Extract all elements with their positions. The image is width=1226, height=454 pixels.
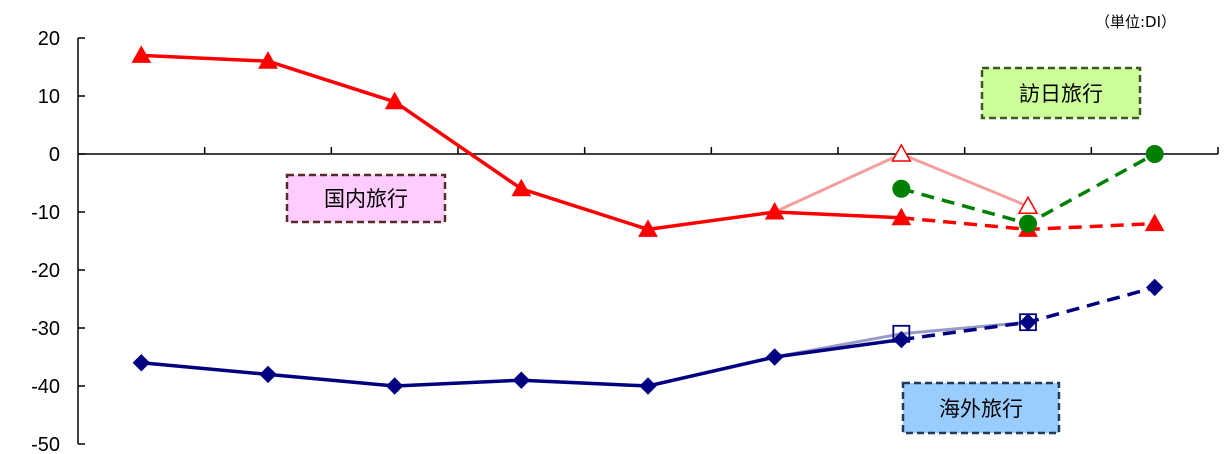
series-0-marker bbox=[258, 51, 278, 69]
y-tick-label: 0 bbox=[49, 144, 60, 166]
series-0-marker bbox=[1144, 213, 1165, 232]
label-box-outbound: 海外旅行 bbox=[901, 381, 1061, 435]
label-box-inbound: 訪日旅行 bbox=[980, 66, 1142, 120]
label-domestic-text: 国内旅行 bbox=[324, 187, 408, 211]
data-markers bbox=[131, 45, 1165, 395]
series-0-previous-forecast-marker bbox=[1017, 195, 1039, 214]
y-tick-label: -30 bbox=[31, 318, 60, 340]
series-2-marker bbox=[1019, 214, 1037, 233]
label-inbound-text: 訪日旅行 bbox=[1019, 82, 1103, 106]
y-tick-label: -20 bbox=[31, 260, 60, 282]
unit-label: （単位:DI） bbox=[1095, 13, 1176, 31]
y-tick-label: 20 bbox=[38, 28, 60, 50]
label-box-domestic: 国内旅行 bbox=[285, 173, 447, 224]
series-1-marker bbox=[1145, 278, 1164, 297]
series-2-marker bbox=[1145, 145, 1164, 163]
series-1-marker bbox=[132, 354, 151, 372]
series-1-marker bbox=[512, 371, 531, 389]
series-0-marker bbox=[131, 45, 152, 63]
y-tick-label: -10 bbox=[31, 202, 60, 224]
series-0-marker bbox=[511, 178, 532, 197]
series-0-actual-line bbox=[141, 53, 902, 232]
series-0-marker bbox=[384, 91, 405, 110]
series-2-marker bbox=[892, 179, 911, 198]
series-0-marker bbox=[891, 207, 912, 226]
label-outbound-text: 海外旅行 bbox=[939, 397, 1023, 421]
series-1-marker bbox=[259, 365, 277, 384]
y-tick-label: 10 bbox=[38, 86, 60, 108]
series-1-marker bbox=[385, 377, 404, 395]
series-1-marker bbox=[639, 377, 657, 395]
y-tick-label: -40 bbox=[31, 376, 60, 398]
series-0-marker bbox=[764, 201, 785, 220]
series-1-marker bbox=[765, 348, 784, 366]
y-tick-label: -50 bbox=[31, 434, 60, 454]
y-tick-labels: 20 10 0 -10 -20 -30 -40 -50 bbox=[31, 28, 60, 454]
series-0-marker bbox=[638, 219, 658, 237]
series-1-marker bbox=[892, 330, 911, 349]
series-1-marker bbox=[1019, 313, 1037, 331]
axes bbox=[77, 37, 1219, 445]
series-0-previous-forecast-marker bbox=[891, 143, 912, 162]
